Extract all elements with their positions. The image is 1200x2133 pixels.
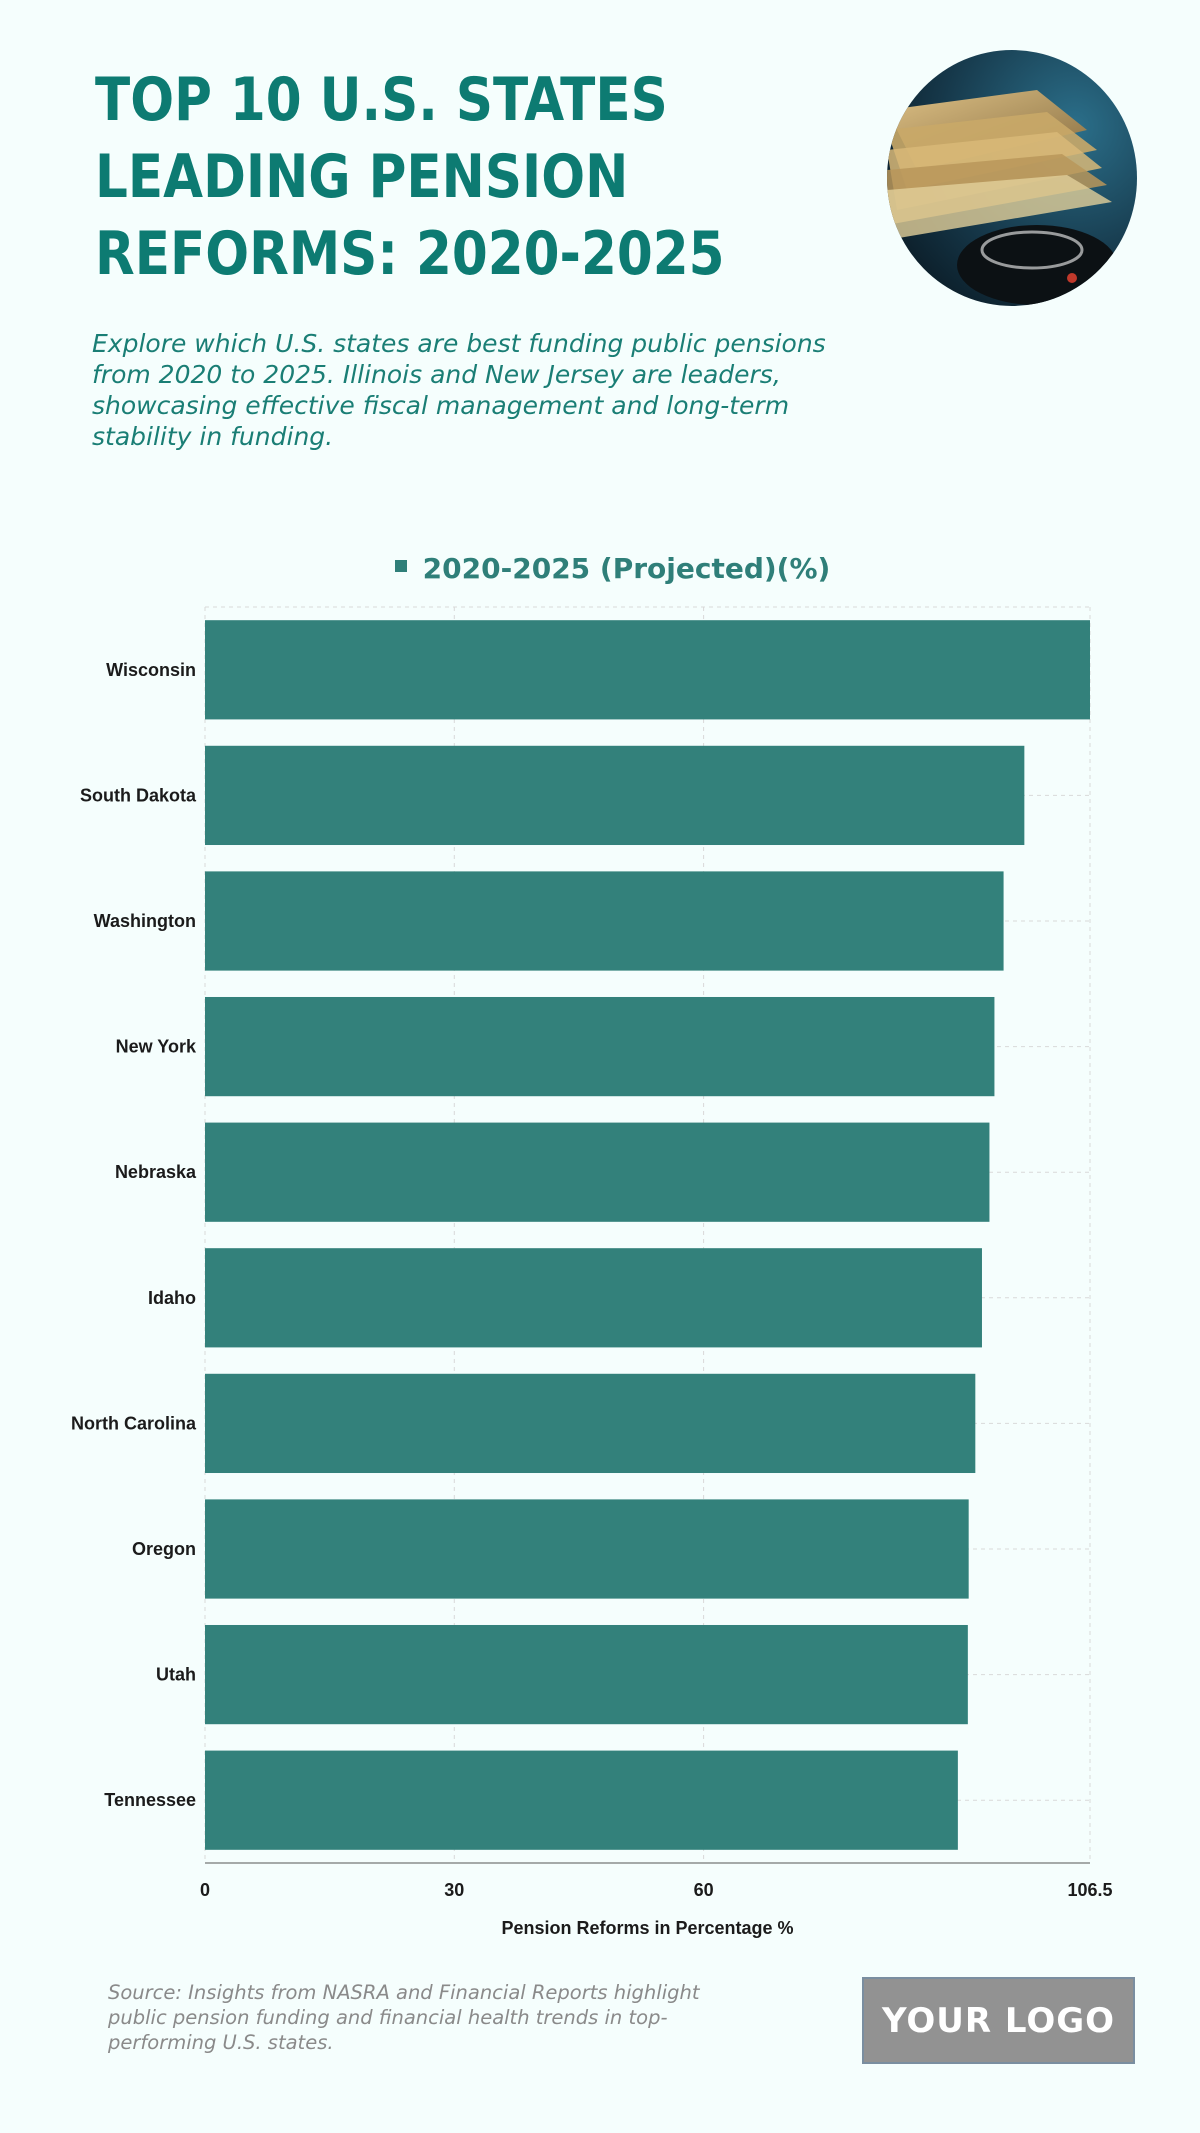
bar-south-dakota [205, 745, 1025, 846]
x-axis-ticks: 0 30 60 106.5 [200, 1880, 1113, 1900]
bar-oregon [205, 1499, 969, 1599]
page-title: TOP 10 U.S. STATES LEADING PENSION REFOR… [95, 65, 725, 289]
category-label: Wisconsin [106, 660, 196, 680]
category-label: South Dakota [80, 785, 197, 805]
bar-utah [205, 1624, 968, 1725]
source-note: Source: Insights from NASRA and Financia… [108, 1981, 700, 2054]
photo-graphic [887, 50, 1137, 306]
legend-label: 2020-2025 (Projected)(%) [422, 552, 831, 585]
chart-bars [205, 620, 1090, 1850]
bar-new-york [205, 996, 995, 1097]
category-label: Utah [156, 1665, 196, 1685]
category-label: Oregon [132, 1539, 196, 1559]
category-label: Nebraska [115, 1162, 197, 1182]
x-tick-label: 60 [694, 1880, 714, 1900]
x-tick-label: 30 [444, 1880, 464, 1900]
bar-washington [205, 871, 1004, 971]
category-label: Washington [94, 911, 196, 931]
stacked-folders-photo [887, 50, 1137, 306]
bar-idaho [205, 1248, 982, 1348]
category-label: New York [116, 1037, 197, 1057]
bar-tennessee [205, 1750, 958, 1850]
bar-chart: Wisconsin South Dakota Washington New York N… [71, 606, 1113, 1938]
x-tick-label: 106.5 [1067, 1880, 1112, 1900]
x-axis-title: Pension Reforms in Percentage % [501, 1918, 793, 1938]
logo-placeholder: YOUR LOGO [862, 1977, 1135, 2064]
category-label: North Carolina [71, 1413, 197, 1433]
category-labels: Wisconsin South Dakota Washington New York N… [71, 660, 197, 1810]
x-tick-label: 0 [200, 1880, 210, 1900]
bar-north-carolina [205, 1373, 976, 1474]
category-label: Idaho [148, 1288, 196, 1308]
chart-legend: 2020-2025 (Projected)(%) [0, 552, 1200, 585]
page-subtitle: Explore which U.S. states are best fundi… [92, 329, 826, 451]
bar-wisconsin [205, 620, 1090, 720]
legend-swatch [394, 560, 407, 572]
bar-nebraska [205, 1122, 990, 1222]
category-label: Tennessee [104, 1790, 196, 1810]
